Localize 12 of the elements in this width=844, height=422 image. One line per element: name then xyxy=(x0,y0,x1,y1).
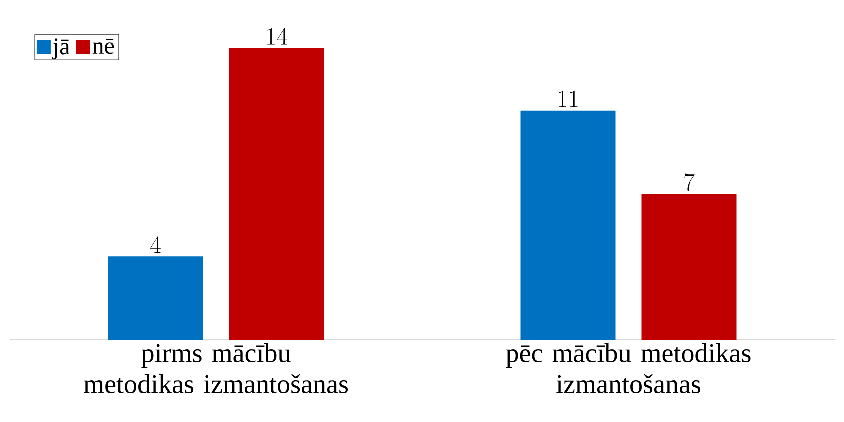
legend-label: nē xyxy=(92,39,114,54)
x-tick-label: pirms mācību metodikas izmantošanas xyxy=(84,344,348,394)
bar xyxy=(108,256,204,340)
data-label: 4 xyxy=(150,236,161,254)
data-label: 7 xyxy=(684,174,695,192)
x-tick-label: pēc mācību metodikas izmantošanas xyxy=(506,344,751,394)
legend-label: jā xyxy=(52,38,70,60)
data-label: 14 xyxy=(268,28,288,45)
bar xyxy=(520,110,616,340)
bar xyxy=(642,194,737,340)
data-label: 11 xyxy=(559,90,578,108)
bar xyxy=(229,48,324,340)
